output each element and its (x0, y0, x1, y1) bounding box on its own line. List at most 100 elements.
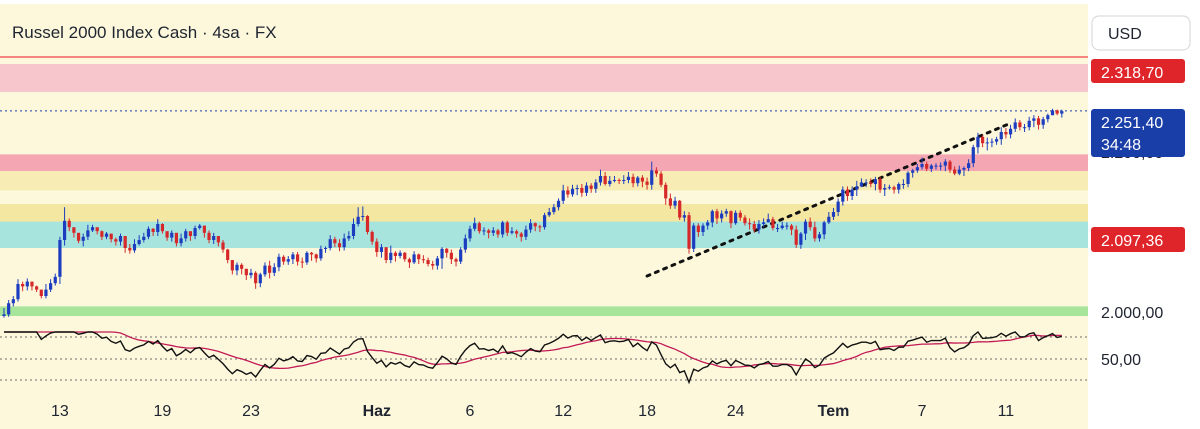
candle-body (813, 227, 817, 239)
candle-body (1013, 122, 1017, 129)
trendline-layer (645, 121, 1013, 278)
candle-body (729, 211, 733, 224)
candle-body (943, 161, 947, 166)
candle-body (771, 219, 775, 228)
candle-body (962, 168, 966, 170)
candle-body (552, 207, 556, 212)
candle-body (999, 132, 1003, 140)
candle-body (216, 236, 220, 243)
candle-body (580, 188, 584, 193)
time-tick-label: Tem (818, 403, 850, 420)
currency-button-label[interactable]: USD (1108, 26, 1142, 43)
candle-body (337, 243, 342, 248)
candle-body (542, 215, 547, 228)
candle-body (570, 188, 575, 195)
candle-body (160, 224, 165, 232)
candle-body (547, 212, 551, 216)
candle-body (412, 254, 416, 263)
candle-body (384, 247, 388, 260)
candle-body (645, 181, 649, 185)
candle-body (738, 212, 742, 218)
candle-body (435, 258, 439, 266)
candle-body (668, 198, 672, 206)
candle-body (249, 272, 253, 276)
candle-body (929, 165, 933, 169)
candle-body (2, 314, 6, 316)
top-strip (0, 0, 1088, 4)
currency-button-frame[interactable] (1091, 15, 1191, 51)
time-tick-label: Haz (363, 403, 391, 420)
candle-body (664, 184, 668, 199)
level-tag-value: 2.097,36 (1101, 233, 1163, 250)
candle-body (696, 225, 700, 232)
candle-body (710, 211, 714, 223)
candle-body (123, 236, 127, 248)
candle-body (323, 248, 328, 249)
candle-body (724, 211, 728, 214)
candle-body (915, 167, 919, 171)
time-tick-label: 12 (554, 403, 572, 420)
candle-body (76, 232, 81, 241)
candle-body (934, 165, 938, 167)
green-zone (0, 306, 1088, 316)
candle-body (873, 179, 878, 184)
candle-body (752, 224, 756, 230)
candle-body (137, 240, 141, 244)
candle-body (221, 242, 225, 250)
candle-body (743, 217, 747, 224)
candle-body (887, 187, 891, 189)
candle-body (1027, 120, 1031, 128)
candle-body (575, 188, 579, 189)
candle-body (561, 190, 565, 201)
candle-body (263, 265, 267, 275)
candle-body (883, 188, 887, 190)
candle-body (925, 164, 929, 169)
candle-body (207, 232, 211, 240)
candle-body (393, 252, 398, 256)
candle-body (673, 200, 677, 206)
candle-body (994, 139, 999, 142)
candle-body (906, 172, 910, 184)
candle-body (836, 201, 840, 212)
candle-body (808, 221, 812, 228)
candle-body (454, 259, 458, 262)
candle-body (1055, 110, 1059, 114)
candle-body (1050, 110, 1055, 116)
price-tick-label: 2.000,00 (1101, 305, 1163, 322)
candle-body (198, 225, 202, 228)
candle-body (53, 276, 57, 284)
candle-body (869, 182, 873, 184)
time-tick-label: 6 (466, 403, 475, 420)
candle-body (524, 229, 528, 237)
candle-body (901, 184, 905, 185)
candle-body (319, 248, 323, 259)
candle-body (566, 190, 570, 195)
candle-body (720, 213, 724, 219)
candle-body (114, 239, 118, 242)
candle-body (780, 225, 784, 228)
candle-body (766, 219, 770, 223)
candle-body (184, 231, 188, 239)
time-tick-label: 11 (998, 403, 1015, 420)
candle-body (878, 179, 882, 190)
candle-body (1004, 132, 1008, 135)
current-price-tag: 2.251,40 34:48 (1091, 109, 1185, 157)
currency-button[interactable]: USD (1091, 15, 1191, 51)
candle-body (584, 185, 589, 193)
candle-body (170, 232, 174, 238)
candle-body (487, 230, 491, 233)
candle-body (1046, 115, 1050, 120)
horizontal-lines (0, 56, 1088, 112)
candle-body (109, 233, 113, 240)
light-yellow-zone (0, 171, 1088, 191)
candle-body (244, 268, 248, 276)
candle-body (911, 170, 915, 173)
candle-body (272, 267, 276, 273)
candle-body (701, 225, 705, 232)
candle-body (361, 216, 365, 217)
time-axis: 13 19 23 Haz 6 12 18 24 Tem 7 11 (51, 403, 1014, 420)
candle-body (892, 187, 896, 190)
candle-body (90, 227, 95, 231)
candle-body (39, 289, 43, 296)
